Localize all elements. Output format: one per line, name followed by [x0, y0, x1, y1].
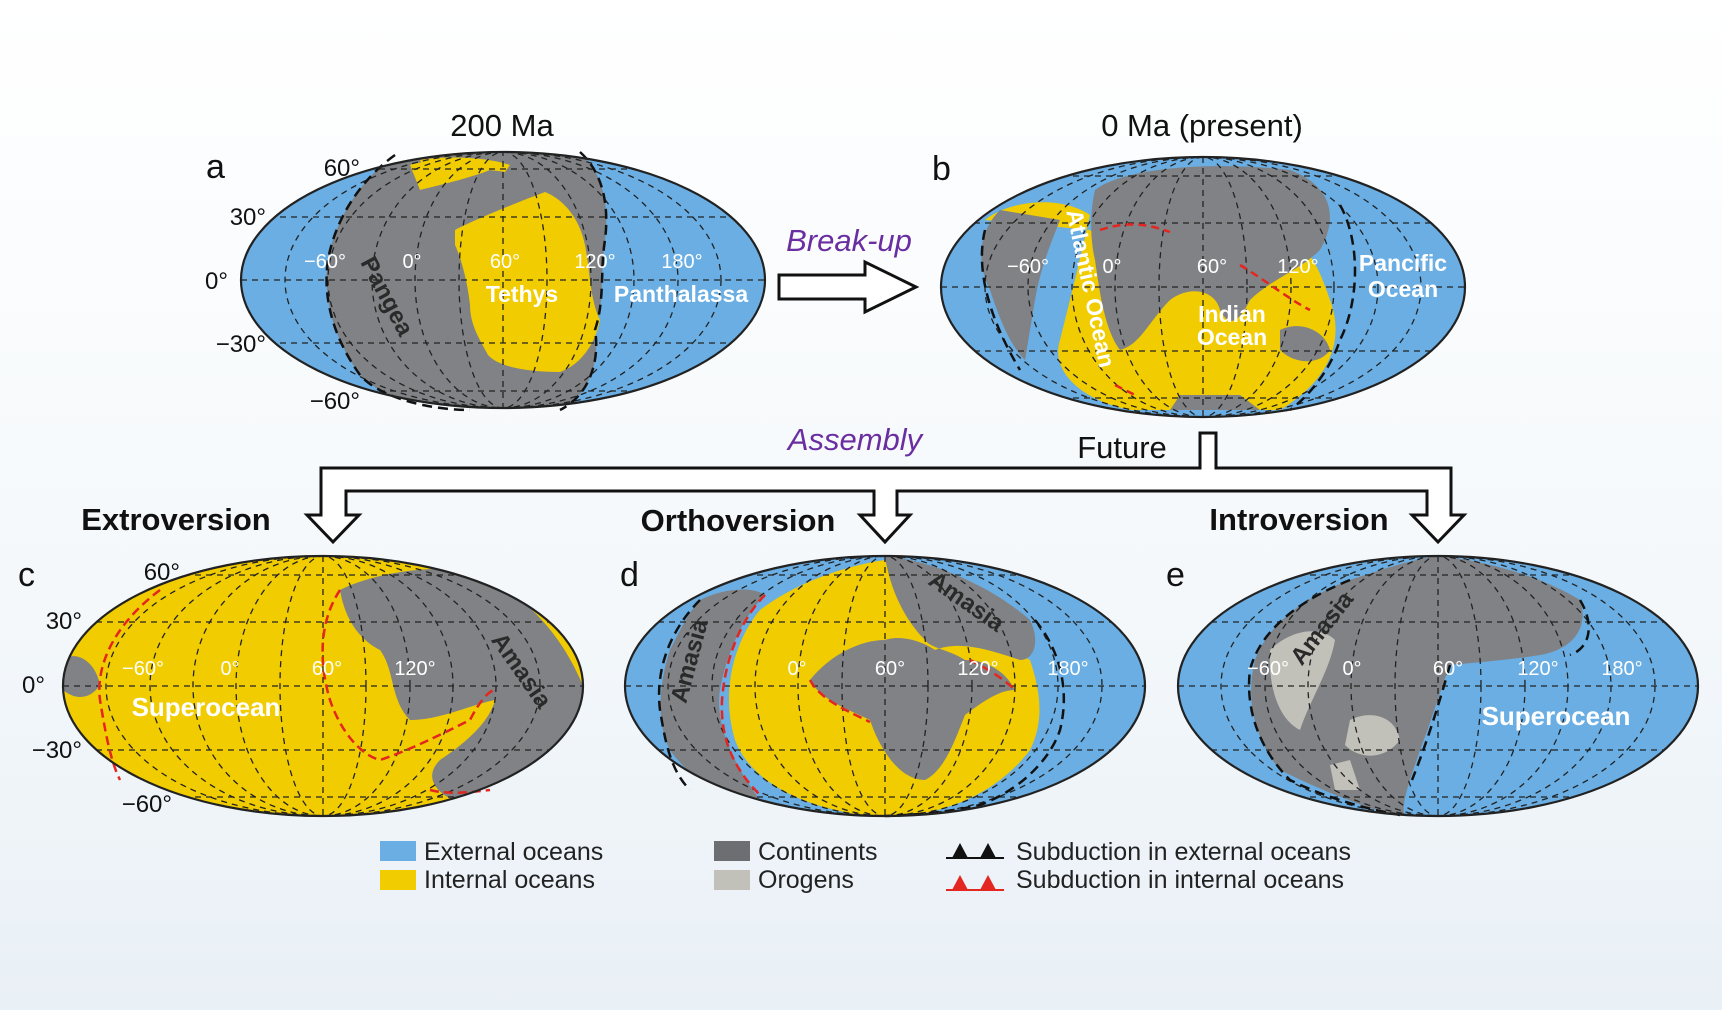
- panel-a-title: 200 Ma: [450, 108, 554, 143]
- lon-label: 0°: [787, 658, 806, 680]
- scenario-introversion: Introversion: [1209, 502, 1388, 537]
- subduction-external-a: [325, 151, 608, 412]
- lon-label: 120°: [1277, 256, 1318, 278]
- legend-orogens: Orogens: [758, 866, 854, 894]
- legend-external-oceans: External oceans: [424, 838, 603, 866]
- lat-label: 30°: [230, 204, 266, 231]
- lon-label: 60°: [312, 658, 342, 680]
- lat-label: 60°: [144, 559, 180, 586]
- lon-label: 60°: [875, 658, 905, 680]
- lon-label: 120°: [394, 658, 435, 680]
- legend-symbol-subduction-internal: [946, 875, 1004, 891]
- legend-symbol-subduction-external: [946, 843, 1004, 859]
- breakup-label: Break-up: [786, 223, 912, 258]
- panel-a: 200 Ma a 60° 30° 0° −30° −: [205, 108, 767, 415]
- lat-label: 60°: [324, 155, 360, 182]
- lat-labels-c: 60° 30° 0° −30° −60°: [22, 559, 180, 818]
- subduction-internal-c: [98, 589, 496, 794]
- lon-label: 120°: [957, 658, 998, 680]
- panel-b: 0 Ma (present) b −60° 0° 60° 120°: [932, 108, 1467, 419]
- scenario-orthoversion: Orthoversion: [641, 503, 836, 538]
- tethys-label: Tethys: [486, 281, 558, 307]
- legend-swatch-internal-oceans: [380, 870, 416, 890]
- legend-internal-oceans: Internal oceans: [424, 866, 595, 894]
- panel-d-letter: d: [620, 556, 639, 594]
- future-label: Future: [1077, 430, 1167, 465]
- lon-label: 180°: [661, 251, 702, 273]
- lon-label: 60°: [1433, 658, 1463, 680]
- indian-label: Ocean: [1197, 324, 1267, 350]
- panel-c: c 60° 30° 0° −30° −60°: [18, 554, 585, 818]
- lon-label: 120°: [574, 251, 615, 273]
- lat-label: 0°: [22, 672, 45, 699]
- legend-continents: Continents: [758, 838, 878, 866]
- indian-label: Indian: [1198, 301, 1266, 327]
- lon-label: 0°: [1342, 658, 1361, 680]
- subduction-external-e: [1247, 578, 1590, 817]
- lat-labels-a: 60° 30° 0° −30° −60°: [205, 155, 360, 415]
- lon-labels-c: −60° 0° 60° 120°: [122, 658, 436, 680]
- lon-label: 0°: [220, 658, 239, 680]
- panel-c-letter: c: [18, 556, 35, 594]
- continent-c-west: [63, 656, 100, 697]
- lon-labels-b: −60° 0° 60° 120°: [1007, 256, 1319, 278]
- subduction-external-d: [657, 599, 1066, 818]
- lon-label: −60°: [122, 658, 164, 680]
- lon-labels-e: −60° 0° 60° 120° 180°: [1247, 658, 1643, 680]
- assembly-connector: Assembly Future: [303, 422, 1468, 545]
- panel-e: e −60° 0° 60° 120° 180° Amas: [1166, 554, 1700, 818]
- panel-e-letter: e: [1166, 556, 1185, 594]
- panel-b-title: 0 Ma (present): [1101, 108, 1303, 143]
- legend-swatch-continents: [714, 841, 750, 861]
- lon-labels-d: 0° 60° 120° 180°: [787, 658, 1088, 680]
- legend-subduction-internal: Subduction in internal oceans: [1016, 866, 1344, 894]
- panel-b-letter: b: [932, 150, 951, 188]
- subduction-internal-b: [1099, 223, 1311, 397]
- lat-label: −30°: [32, 737, 82, 764]
- panthalassa-label: Panthalassa: [614, 281, 748, 307]
- lat-label: −60°: [122, 791, 172, 818]
- legend-swatch-orogens: [714, 870, 750, 890]
- superocean-label-c: Superocean: [132, 692, 281, 722]
- lon-label: 0°: [1102, 256, 1121, 278]
- lon-label: −60°: [1247, 658, 1289, 680]
- lon-label: −60°: [304, 251, 346, 273]
- lon-label: 60°: [490, 251, 520, 273]
- assembly-label: Assembly: [786, 422, 925, 457]
- superocean-label-e: Superocean: [1482, 701, 1631, 731]
- pacific-label: Pancific: [1359, 250, 1447, 276]
- lat-label: −60°: [310, 388, 360, 415]
- legend: External oceans Internal oceans Continen…: [380, 838, 1351, 894]
- tethys-ocean: [410, 160, 600, 372]
- panel-d: d 0° 60° 120° 180° Amasia: [620, 554, 1147, 818]
- legend-subduction-external: Subduction in external oceans: [1016, 838, 1351, 866]
- scenario-extroversion: Extroversion: [81, 502, 271, 537]
- lon-label: 180°: [1601, 658, 1642, 680]
- lon-label: 120°: [1517, 658, 1558, 680]
- panel-a-letter: a: [206, 148, 225, 186]
- pacific-label: Ocean: [1368, 276, 1438, 302]
- lon-label: 180°: [1047, 658, 1088, 680]
- lon-label: 60°: [1197, 256, 1227, 278]
- lat-label: 0°: [205, 268, 228, 295]
- future-branch-arrows: [303, 431, 1468, 545]
- subduction-internal-d: [720, 594, 1016, 796]
- continents-d: [660, 556, 1036, 800]
- breakup-arrow: Break-up: [777, 223, 920, 315]
- legend-swatch-external-oceans: [380, 841, 416, 861]
- subduction-external-b: [980, 204, 1357, 411]
- lat-label: −30°: [216, 331, 266, 358]
- lat-label: 30°: [46, 608, 82, 635]
- continents-b: [981, 166, 1330, 410]
- lon-label: 0°: [402, 251, 421, 273]
- lon-label: −60°: [1007, 256, 1049, 278]
- lon-labels-a: −60° 0° 60° 120° 180°: [304, 251, 703, 273]
- breakup-arrow-shape: [777, 259, 920, 315]
